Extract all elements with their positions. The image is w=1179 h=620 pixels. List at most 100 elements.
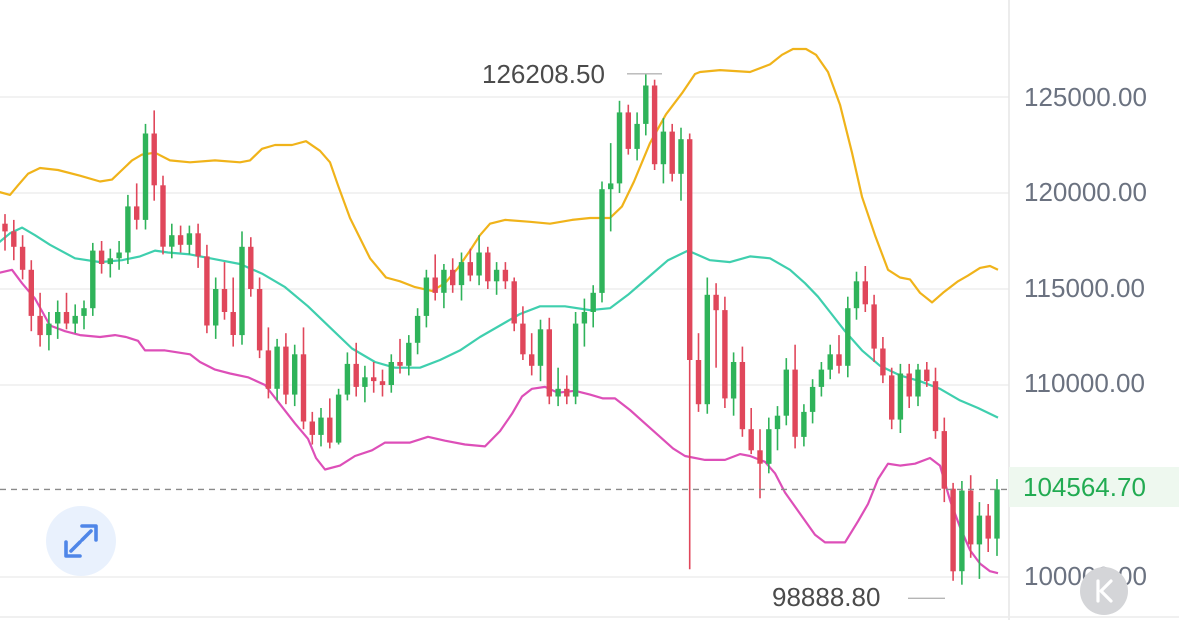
candle-body <box>204 256 209 325</box>
candle-body <box>125 206 130 252</box>
candle-body <box>810 387 815 412</box>
y-tick-label-125000: 125000.00 <box>1024 82 1147 112</box>
candle-body <box>248 247 253 289</box>
candle-body <box>37 316 42 335</box>
candle-body <box>468 262 473 275</box>
candle-body <box>942 431 947 489</box>
candle-body <box>731 362 736 399</box>
candle-body <box>20 247 25 270</box>
candle-body <box>441 270 446 293</box>
candle-body <box>362 377 367 387</box>
candle-body <box>274 347 279 389</box>
candle-body <box>389 362 394 385</box>
y-tick-label-120000: 120000.00 <box>1024 177 1147 207</box>
candle-body <box>599 189 604 293</box>
candle-body <box>898 374 903 420</box>
candle-body <box>283 347 288 395</box>
k-letter-icon <box>1080 567 1128 615</box>
candle-body <box>213 289 218 326</box>
candle-body <box>880 349 885 376</box>
candle-body <box>345 364 350 395</box>
candle-body <box>836 354 841 366</box>
candle-body <box>643 86 648 124</box>
candle-body <box>99 251 104 264</box>
candle-body <box>266 350 271 388</box>
candle-body <box>503 270 508 282</box>
low-price-label: 98888.80 <box>772 582 880 612</box>
fullscreen-button[interactable] <box>46 506 116 576</box>
candle-body <box>73 316 78 324</box>
candle-body <box>11 231 16 246</box>
candle-body <box>55 312 60 324</box>
candle-body <box>933 381 938 431</box>
candle-body <box>116 253 121 259</box>
candle-body <box>292 354 297 394</box>
candle-body <box>433 278 438 293</box>
high-price-label: 126208.50 <box>482 59 605 89</box>
candle-body <box>757 450 762 463</box>
candle-body <box>81 308 86 316</box>
candle-body <box>485 253 490 282</box>
candle-body <box>792 370 797 437</box>
candle-body <box>318 418 323 435</box>
expand-arrows-icon <box>46 506 116 576</box>
candle-body <box>950 489 955 572</box>
candle-body <box>959 491 964 572</box>
candle-body <box>529 354 534 366</box>
candle-body <box>573 324 578 397</box>
y-tick-label-115000: 115000.00 <box>1024 273 1145 303</box>
candle-body <box>986 516 991 539</box>
candle-body <box>801 412 806 437</box>
candle-body <box>994 489 999 538</box>
candle-body <box>450 270 455 285</box>
candle-body <box>327 418 332 443</box>
candle-body <box>713 295 718 310</box>
candle-body <box>828 354 833 369</box>
candle-body <box>863 281 868 304</box>
candle-body <box>494 270 499 282</box>
candle-body <box>871 304 876 348</box>
candle-body <box>160 185 165 246</box>
kline-toggle-button[interactable] <box>1080 567 1128 615</box>
candle-body <box>907 374 912 397</box>
candle-body <box>696 360 701 404</box>
candle-body <box>924 370 929 382</box>
candle-body <box>424 278 429 316</box>
candle-body <box>476 253 481 276</box>
candle-body <box>661 132 666 165</box>
candle-body <box>46 324 51 336</box>
candle-body <box>64 312 69 324</box>
candle-body <box>538 329 543 366</box>
candle-body <box>371 377 376 381</box>
candle-body <box>845 308 850 366</box>
candle-body <box>336 395 341 443</box>
candle-body <box>90 251 95 309</box>
candle-body <box>915 370 920 397</box>
candle-body <box>239 247 244 335</box>
candle-body <box>459 262 464 285</box>
candle-body <box>520 324 525 355</box>
candle-body <box>108 258 113 264</box>
candle-body <box>187 233 192 245</box>
candle-body <box>2 224 7 232</box>
candle-body <box>784 370 789 416</box>
candle-body <box>968 491 973 545</box>
candle-body <box>134 206 139 219</box>
candle-body <box>310 422 315 435</box>
candle-body <box>652 86 657 165</box>
candle-body <box>775 416 780 429</box>
candle-body <box>169 235 174 247</box>
candle-body <box>231 312 236 335</box>
candle-body <box>222 289 227 312</box>
candle-body <box>626 112 631 148</box>
candle-body <box>749 429 754 450</box>
candle-body <box>854 281 859 308</box>
candle-body <box>564 389 569 397</box>
candle-body <box>722 310 727 398</box>
y-tick-label-110000: 110000.00 <box>1024 368 1145 398</box>
candle-body <box>178 235 183 245</box>
candle-body <box>705 295 710 404</box>
last-price-tag: 104564.70 <box>1009 467 1179 507</box>
candle-body <box>582 312 587 324</box>
